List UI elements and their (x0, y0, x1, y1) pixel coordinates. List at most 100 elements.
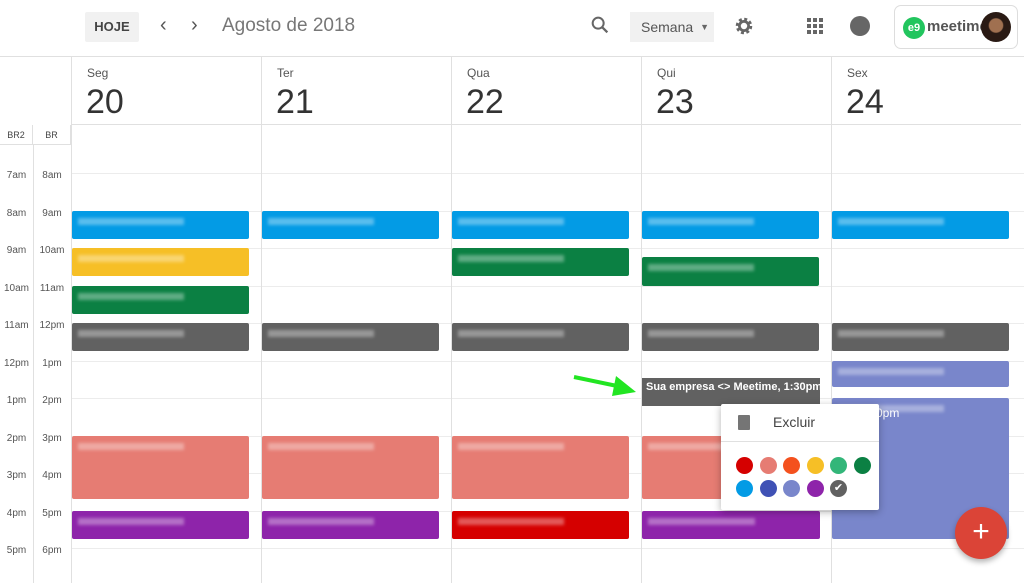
bell-icon[interactable] (850, 16, 870, 36)
brand-name: meetime (927, 18, 988, 35)
next-week-icon[interactable]: › (191, 14, 198, 36)
day-number: 20 (86, 83, 124, 121)
hour-line (71, 360, 1024, 362)
calendar-event[interactable] (832, 210, 1009, 239)
color-swatch[interactable] (759, 480, 777, 497)
hour-label-br: 4pm (42, 470, 62, 481)
meetime-logo: e9 (903, 17, 925, 39)
calendar-event[interactable] (72, 285, 249, 314)
calendar-event[interactable] (642, 257, 819, 286)
color-swatch[interactable] (783, 480, 800, 497)
calendar-event[interactable] (642, 210, 819, 239)
view-selector[interactable]: Semana ▼ (630, 12, 714, 42)
hour-label-br2: 7am (6, 170, 27, 181)
trash-icon (738, 415, 750, 430)
account-button[interactable]: e9 meetime (894, 5, 1018, 49)
chevron-down-icon: ▼ (700, 22, 709, 32)
timezone-br2: BR2 (0, 125, 33, 145)
day-number: 22 (466, 83, 504, 121)
page-title: Agosto de 2018 (222, 15, 356, 36)
color-swatch[interactable] (759, 457, 777, 474)
search-icon[interactable] (589, 14, 611, 36)
delete-menu-item[interactable]: Excluir (721, 404, 879, 440)
calendar-event[interactable] (452, 323, 629, 352)
day-column[interactable] (641, 125, 831, 583)
hour-label-br: 8am (42, 170, 62, 181)
calendar-event[interactable] (262, 435, 439, 500)
day-name: Ter (277, 66, 294, 80)
gear-icon[interactable] (733, 15, 755, 37)
hour-label-br: 2pm (42, 395, 62, 406)
hour-line (71, 173, 1024, 174)
timezone-br: BR (33, 125, 71, 145)
calendar-event[interactable] (262, 323, 439, 352)
hour-label-br: 12pm (39, 320, 65, 331)
calendar-event[interactable] (452, 510, 629, 539)
day-header[interactable]: Qui 23 (641, 57, 831, 125)
color-swatch[interactable] (853, 457, 871, 474)
day-number: 24 (846, 83, 884, 121)
color-swatch[interactable] (736, 457, 753, 474)
prev-week-icon[interactable]: ‹ (160, 14, 167, 36)
day-column[interactable] (451, 125, 641, 583)
day-header[interactable]: Seg 20 (71, 57, 261, 125)
today-button[interactable]: HOJE (85, 12, 139, 42)
event-time: 0pm (876, 406, 900, 420)
hour-label-br: 10am (39, 245, 65, 256)
calendar-event[interactable] (642, 323, 819, 352)
hour-label-br2: 11am (4, 320, 29, 331)
calendar-event[interactable] (72, 510, 249, 539)
color-swatch[interactable]: ✔ (830, 480, 847, 497)
calendar-event[interactable] (72, 210, 249, 239)
day-name: Qui (657, 66, 676, 80)
apps-grid-icon[interactable] (807, 18, 823, 34)
day-header[interactable]: Sex 24 (831, 57, 1021, 125)
calendar-event[interactable] (72, 435, 249, 500)
calendar-event[interactable] (642, 510, 820, 539)
calendar-event[interactable] (452, 210, 629, 239)
color-swatch[interactable] (806, 480, 824, 497)
event-context-menu: Excluir ✔ (721, 404, 879, 510)
calendar-event[interactable] (832, 323, 1009, 352)
hour-label-br2: 3pm (6, 470, 27, 481)
day-name: Sex (847, 66, 868, 80)
hour-label-br2: 8am (6, 207, 27, 219)
day-column[interactable] (71, 125, 261, 583)
day-header[interactable]: Ter 21 (261, 57, 451, 125)
hour-label-br: 1pm (42, 357, 62, 369)
calendar-event[interactable] (832, 360, 1009, 387)
hour-line (71, 285, 1024, 287)
view-label: Semana (641, 19, 694, 35)
calendar-event[interactable] (262, 510, 439, 539)
hour-label-br2: 5pm (6, 545, 27, 556)
avatar (981, 12, 1011, 42)
create-event-button[interactable]: + (955, 507, 1007, 559)
day-number: 23 (656, 83, 694, 121)
color-swatch[interactable] (830, 457, 847, 474)
hour-label-br: 6pm (42, 545, 62, 556)
calendar-event[interactable] (452, 435, 629, 500)
calendar-event[interactable] (262, 210, 439, 239)
color-swatch[interactable] (736, 480, 753, 497)
hour-label-br: 11am (39, 282, 65, 294)
dragged-event[interactable]: Sua empresa <> Meetime, 1:30pm (642, 378, 820, 406)
hour-label-br2: 12pm (3, 357, 29, 369)
calendar-event[interactable] (72, 323, 249, 352)
day-column[interactable] (261, 125, 451, 583)
hour-label-br: 9am (42, 207, 62, 219)
day-header[interactable]: Qua 22 (451, 57, 641, 125)
hour-label-br2: 4pm (6, 507, 27, 519)
day-column[interactable] (831, 125, 1021, 583)
hour-line (71, 398, 1024, 399)
day-name: Seg (87, 66, 109, 80)
color-swatch[interactable] (783, 457, 800, 474)
day-name: Qua (467, 66, 490, 80)
divider (721, 441, 879, 442)
top-bar: HOJE ‹ › Agosto de 2018 Semana ▼ e9 meeti… (0, 0, 1024, 57)
calendar-event[interactable] (452, 248, 629, 277)
green-arrow-icon (573, 375, 636, 396)
hour-label-br2: 9am (6, 245, 27, 256)
hour-label-br2: 2pm (6, 432, 27, 444)
color-swatch[interactable] (806, 457, 824, 474)
calendar-event[interactable] (72, 248, 249, 277)
